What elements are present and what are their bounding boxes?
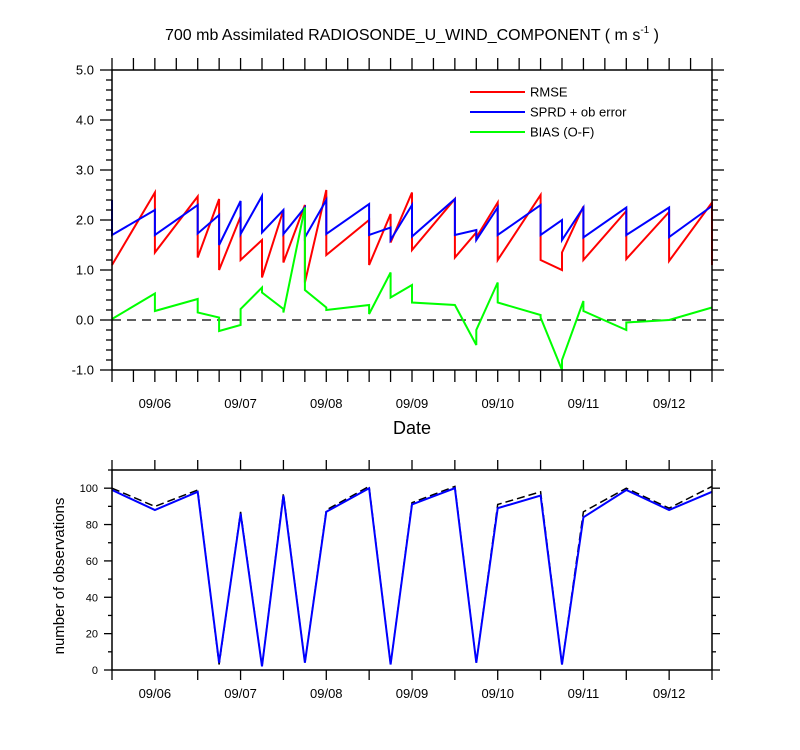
legend-label: RMSE bbox=[530, 85, 568, 100]
x-tick-label: 09/11 bbox=[568, 686, 600, 701]
series-line-sprd-ob-error bbox=[111, 192, 713, 246]
x-tick-label: 09/09 bbox=[396, 396, 429, 411]
x-tick-label: 09/07 bbox=[224, 396, 257, 411]
bottom-panel-y-tick-labels: 0 20 40 60 80 100 bbox=[80, 483, 98, 677]
chart-title: 700 mb Assimilated RADIOSONDE_U_WIND_COM… bbox=[165, 25, 659, 44]
x-tick-label: 09/08 bbox=[310, 686, 343, 701]
top-panel-x-tick-labels: 09/06 09/07 09/08 09/09 09/10 09/11 09/12 bbox=[139, 396, 686, 411]
x-tick-label: 09/09 bbox=[396, 686, 429, 701]
y-tick-label: 5.0 bbox=[76, 63, 94, 78]
bottom-panel-frame bbox=[111, 469, 713, 671]
bottom-panel-x-tick-labels: 09/06 09/07 09/08 09/09 09/10 09/11 09/12 bbox=[139, 686, 686, 701]
obs-line-possible-observations bbox=[111, 485, 713, 667]
y-tick-label: 3.0 bbox=[76, 163, 94, 178]
x-tick-label: 09/12 bbox=[653, 686, 686, 701]
obs-line-assimilated-observations bbox=[111, 486, 713, 667]
x-tick-label: 09/06 bbox=[139, 686, 172, 701]
y-tick-label: 1.0 bbox=[76, 263, 94, 278]
top-panel-series bbox=[111, 188, 713, 371]
bottom-panel-series bbox=[111, 485, 713, 667]
series-line-bias-o-f bbox=[111, 207, 713, 371]
x-axis-title: Date bbox=[393, 418, 431, 438]
y-tick-label: 80 bbox=[86, 520, 98, 532]
bottom-y-axis-title: number of observations bbox=[51, 498, 68, 655]
y-tick-label: 60 bbox=[86, 556, 98, 568]
bottom-panel-ticks bbox=[104, 460, 720, 680]
top-panel-ticks bbox=[100, 58, 724, 382]
x-tick-label: 09/06 bbox=[139, 396, 172, 411]
legend-label: SPRD + ob error bbox=[530, 105, 627, 120]
chart-title-main: 700 mb Assimilated RADIOSONDE_U_WIND_COM… bbox=[165, 27, 640, 44]
x-tick-label: 09/08 bbox=[310, 396, 343, 411]
bottom-plot-frame bbox=[111, 469, 713, 671]
y-tick-label: 40 bbox=[86, 592, 98, 604]
y-tick-label: -1.0 bbox=[72, 363, 94, 378]
y-tick-label: 4.0 bbox=[76, 113, 94, 128]
y-tick-label: 2.0 bbox=[76, 213, 94, 228]
y-tick-label: 0 bbox=[92, 665, 98, 677]
x-tick-label: 09/10 bbox=[481, 686, 514, 701]
top-panel-y-tick-labels: -1.0 0.0 1.0 2.0 3.0 4.0 5.0 bbox=[72, 63, 94, 378]
chart-title-end: ) bbox=[649, 27, 659, 44]
legend: RMSE SPRD + ob error BIAS (O-F) bbox=[470, 85, 627, 140]
chart-title-superscript: -1 bbox=[640, 25, 649, 36]
y-tick-label: 0.0 bbox=[76, 313, 94, 328]
y-tick-label: 100 bbox=[80, 483, 98, 495]
x-tick-label: 09/11 bbox=[568, 396, 600, 411]
y-tick-label: 20 bbox=[86, 629, 98, 641]
x-tick-label: 09/10 bbox=[481, 396, 514, 411]
x-tick-label: 09/07 bbox=[224, 686, 257, 701]
legend-label: BIAS (O-F) bbox=[530, 125, 594, 140]
x-tick-label: 09/12 bbox=[653, 396, 686, 411]
